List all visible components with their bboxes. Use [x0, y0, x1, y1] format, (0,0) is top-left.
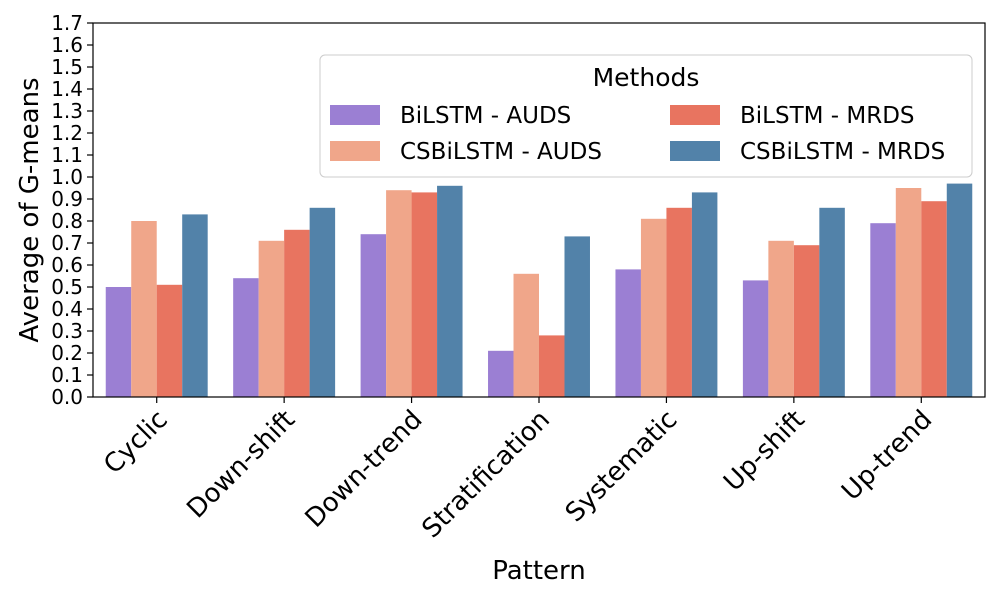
- legend-label: CSBiLSTM - MRDS: [740, 139, 945, 165]
- legend: Methods BiLSTM - AUDS BiLSTM - MRDS CSBiLST…: [319, 54, 973, 178]
- bar-down-shift-series-1: [233, 278, 259, 397]
- bar-down-trend-series-2: [386, 190, 412, 397]
- y-ticks: 0.00.10.20.30.40.50.60.70.80.91.01.11.21…: [51, 11, 93, 409]
- bar-down-shift-series-4: [309, 207, 336, 397]
- bar-up-trend-series-2: [895, 188, 922, 397]
- bar-up-trend-series-1: [870, 223, 896, 397]
- bar-down-trend-series-1: [360, 234, 387, 397]
- legend-swatch: [330, 105, 380, 125]
- bars-layer: [105, 183, 973, 397]
- legend-swatch: [670, 105, 720, 125]
- y-tick-label: 1.7: [51, 11, 83, 35]
- x-tick-label: Down-shift: [181, 405, 301, 525]
- legend-label: BiLSTM - MRDS: [740, 103, 915, 129]
- y-axis-label: Average of G-means: [15, 77, 45, 342]
- bar-down-shift-series-2: [258, 240, 285, 397]
- legend-label: CSBiLSTM - AUDS: [400, 139, 602, 165]
- y-tick-label: 1.4: [51, 77, 83, 101]
- y-tick-label: 0.2: [51, 341, 83, 365]
- y-tick-label: 1.6: [51, 33, 83, 57]
- bar-up-trend-series-4: [946, 183, 973, 397]
- y-tick-label: 1.5: [51, 55, 83, 79]
- legend-swatch: [670, 141, 720, 161]
- x-tick-label: Cyclic: [98, 405, 173, 480]
- bar-down-shift-series-3: [284, 229, 310, 397]
- y-tick-label: 0.9: [51, 187, 83, 211]
- y-tick-label: 0.1: [51, 363, 83, 387]
- x-tick-label: Up-shift: [718, 405, 811, 498]
- y-tick-label: 0.4: [51, 297, 83, 321]
- bar-systematic-series-3: [666, 207, 692, 397]
- bar-stratification-series-1: [488, 350, 514, 397]
- legend-label: BiLSTM - AUDS: [400, 103, 571, 129]
- y-tick-label: 0.0: [51, 385, 83, 409]
- bar-cyclic-series-1: [105, 287, 132, 397]
- y-tick-label: 1.3: [51, 99, 83, 123]
- bar-cyclic-series-4: [182, 214, 208, 397]
- bar-stratification-series-3: [539, 335, 565, 397]
- bar-cyclic-series-3: [156, 284, 183, 397]
- x-ticks: Cyclic Down-shiftDown-trendStratification…: [98, 397, 938, 544]
- bar-up-shift-series-3: [793, 245, 820, 397]
- bar-up-shift-series-1: [742, 280, 769, 397]
- bar-systematic-series-4: [691, 192, 718, 397]
- x-axis-label: Pattern: [492, 556, 586, 586]
- bar-cyclic-series-2: [131, 221, 157, 397]
- bar-up-trend-series-3: [921, 201, 947, 397]
- y-tick-label: 1.1: [51, 143, 83, 167]
- x-tick-label: Up-trend: [836, 405, 938, 507]
- y-tick-label: 1.2: [51, 121, 83, 145]
- y-tick-label: 0.7: [51, 231, 83, 255]
- bar-stratification-series-2: [513, 273, 539, 397]
- y-tick-label: 0.6: [51, 253, 83, 277]
- bar-stratification-series-4: [564, 236, 590, 397]
- legend-title: Methods: [593, 63, 700, 92]
- bar-up-shift-series-2: [768, 240, 794, 397]
- y-tick-label: 0.8: [51, 209, 83, 233]
- y-tick-label: 0.3: [51, 319, 83, 343]
- legend-swatch: [330, 141, 380, 161]
- y-tick-label: 1.0: [51, 165, 83, 189]
- legend-box: [319, 54, 973, 178]
- bar-down-trend-series-4: [437, 185, 463, 397]
- y-tick-label: 0.5: [51, 275, 83, 299]
- x-tick-label: Down-trend: [300, 405, 429, 534]
- bar-down-trend-series-3: [411, 192, 438, 397]
- bar-up-shift-series-4: [819, 207, 845, 397]
- bar-systematic-series-1: [615, 269, 641, 397]
- x-tick-label: Systematic: [560, 405, 683, 528]
- x-tick-label: Stratification: [417, 405, 556, 544]
- bar-systematic-series-2: [640, 218, 667, 397]
